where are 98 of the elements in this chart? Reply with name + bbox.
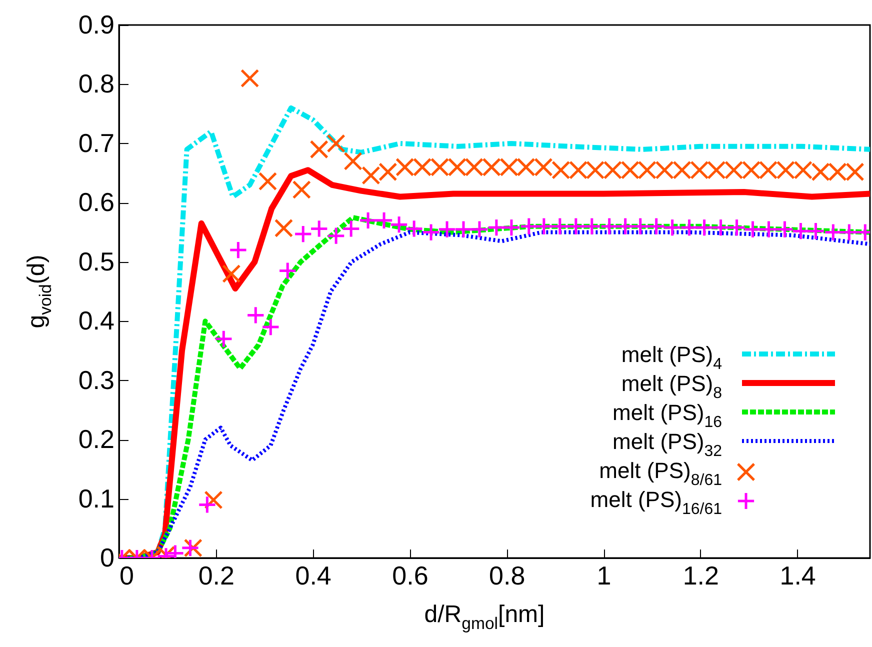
point bbox=[776, 160, 796, 180]
point bbox=[828, 162, 847, 182]
point bbox=[412, 158, 432, 176]
point bbox=[404, 219, 424, 238]
y-tick-label: 0.3 bbox=[78, 364, 114, 395]
point bbox=[516, 158, 536, 176]
point bbox=[663, 218, 682, 237]
point bbox=[292, 180, 311, 199]
point bbox=[672, 160, 692, 180]
point bbox=[727, 218, 746, 237]
point bbox=[448, 158, 467, 176]
y-tick-label: 0.4 bbox=[78, 306, 114, 336]
point bbox=[278, 261, 297, 280]
point bbox=[846, 162, 864, 182]
point bbox=[616, 217, 635, 236]
point bbox=[552, 160, 570, 180]
y-tick-label: 0.5 bbox=[78, 246, 114, 276]
point bbox=[569, 160, 588, 180]
point bbox=[600, 217, 619, 236]
y-tick-label: 0.1 bbox=[78, 483, 114, 514]
point bbox=[680, 218, 699, 237]
x-tick-label: 0.4 bbox=[295, 560, 332, 590]
point bbox=[222, 264, 241, 284]
point bbox=[228, 240, 248, 260]
point bbox=[759, 220, 778, 239]
point bbox=[374, 211, 394, 230]
point bbox=[694, 218, 714, 237]
point bbox=[775, 220, 794, 239]
point bbox=[326, 226, 346, 246]
point bbox=[240, 68, 260, 88]
point bbox=[487, 218, 506, 237]
point bbox=[464, 158, 484, 176]
point bbox=[520, 217, 538, 236]
point bbox=[638, 160, 656, 180]
y-tick-label: 0.6 bbox=[78, 187, 114, 218]
point bbox=[647, 217, 666, 236]
point bbox=[274, 218, 294, 238]
point bbox=[258, 172, 278, 191]
point bbox=[534, 217, 554, 236]
y-tick-label: 0.9 bbox=[78, 10, 114, 40]
point bbox=[342, 219, 360, 238]
point bbox=[261, 318, 280, 336]
x-tick-label: 0.6 bbox=[392, 560, 428, 590]
point bbox=[586, 160, 605, 180]
point bbox=[430, 158, 450, 176]
point bbox=[724, 160, 744, 180]
point bbox=[482, 158, 501, 176]
point bbox=[550, 217, 570, 236]
point bbox=[743, 220, 762, 239]
point bbox=[690, 160, 709, 180]
point bbox=[294, 224, 312, 244]
point bbox=[214, 330, 233, 348]
point bbox=[794, 160, 812, 180]
y-tick-label: 0.8 bbox=[78, 68, 114, 99]
x-tick-label: 1 bbox=[596, 560, 612, 590]
x-tick-label: 1.2 bbox=[682, 560, 719, 590]
point bbox=[454, 220, 473, 239]
point bbox=[310, 140, 328, 159]
x-tick-label: 0.2 bbox=[198, 560, 234, 590]
point bbox=[603, 160, 622, 180]
point bbox=[582, 217, 602, 236]
point bbox=[631, 217, 650, 236]
point bbox=[566, 217, 586, 236]
point bbox=[362, 166, 380, 185]
point bbox=[791, 222, 810, 240]
point bbox=[758, 160, 778, 180]
x-tick-label: 0.8 bbox=[489, 560, 526, 590]
point bbox=[742, 160, 761, 180]
point bbox=[500, 158, 518, 176]
point bbox=[534, 158, 553, 176]
point bbox=[422, 222, 440, 242]
point bbox=[824, 222, 842, 242]
y-tick-label: 0.7 bbox=[78, 128, 114, 158]
point bbox=[180, 538, 200, 558]
point bbox=[396, 158, 414, 176]
point bbox=[390, 215, 408, 234]
point bbox=[204, 490, 223, 510]
point bbox=[811, 162, 830, 182]
point bbox=[806, 222, 826, 240]
point bbox=[246, 306, 265, 324]
point bbox=[358, 211, 378, 230]
point bbox=[378, 162, 398, 182]
point bbox=[707, 160, 726, 180]
point bbox=[502, 218, 521, 237]
x-tick-label: 1.4 bbox=[780, 560, 816, 590]
point bbox=[620, 160, 640, 180]
point bbox=[438, 220, 456, 239]
x-tick-label: 0 bbox=[120, 560, 134, 590]
x-axis-title: d/R$_{g}$$_{mol}$[nm] bbox=[424, 601, 545, 634]
point bbox=[711, 218, 730, 237]
y-tick-label: 0.2 bbox=[78, 424, 114, 454]
point bbox=[840, 222, 858, 242]
point bbox=[326, 134, 346, 153]
point bbox=[344, 152, 362, 171]
point bbox=[310, 219, 328, 238]
point bbox=[470, 220, 489, 239]
point bbox=[655, 160, 674, 180]
point bbox=[198, 495, 216, 514]
